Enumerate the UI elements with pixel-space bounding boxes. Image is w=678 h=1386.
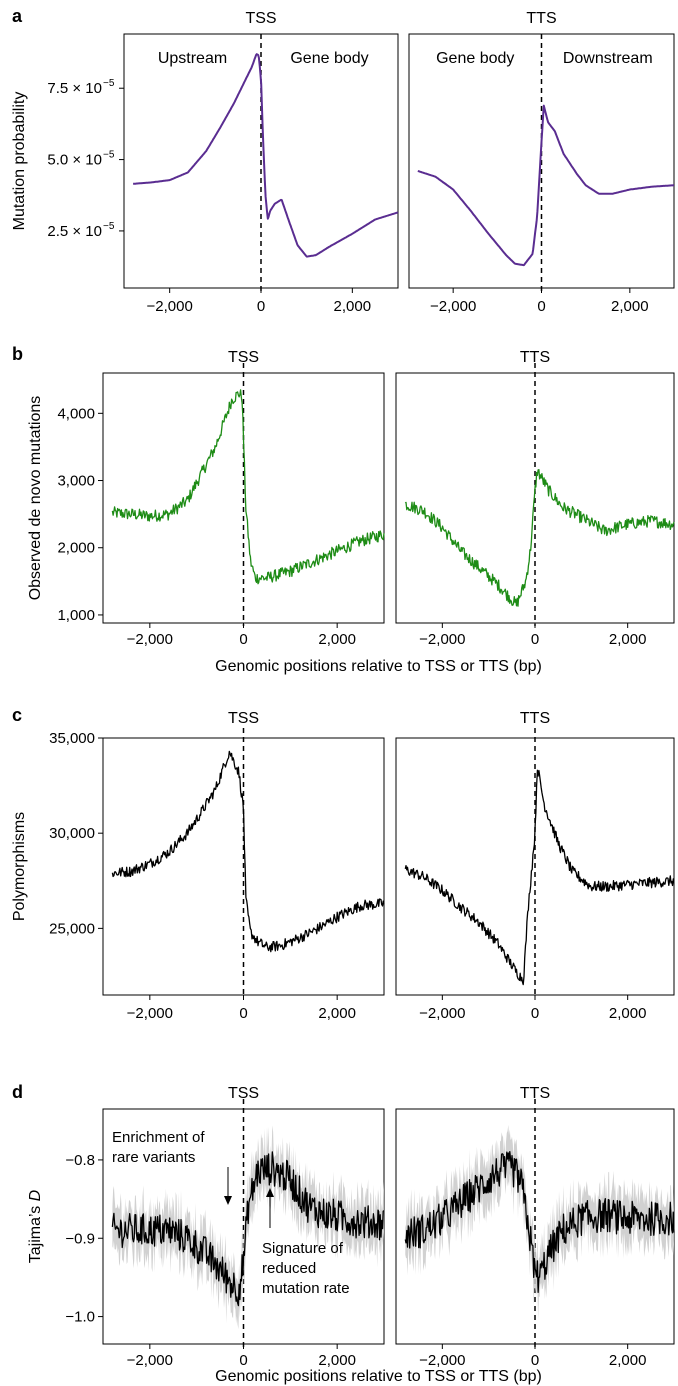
confidence-band [405,1125,674,1320]
y-tick-exponent: −5 [103,150,115,161]
y-tick-exponent: −5 [103,221,115,232]
subplot-tss: TSS −2,000 0 2,000 1,000 2,000 3,000 4,000 [57,349,385,648]
y-tick-label: 1,000 [57,607,95,624]
subplot-title: TSS [245,10,276,27]
panel-d: d TSS −2,000 0 2,000 −1.0 −0.9 −0.8 TTS −2,000 0 2,… [12,1082,675,1385]
region-label: Downstream [563,50,653,67]
x-axis-label: Genomic positions relative to TSS or TTS… [215,1368,542,1385]
y-tick-label: 25,000 [49,920,95,937]
series-line [132,53,399,258]
x-tick-label: −2,000 [419,1352,465,1369]
subplot-tss: TSS Upstream Gene body −2,000 0 2,000 2.5 × 10… [47,10,399,315]
subplot-tts: TTS Gene body Downstream −2,000 0 2,000 [408,10,675,315]
annotation-arrowhead [266,1188,274,1197]
subplot-tts: TTS −2,000 0 2,000 [395,710,675,1022]
y-tick-label: −0.8 [65,1152,95,1169]
annotation-line: rare variants [112,1149,195,1166]
region-label: Upstream [158,50,227,67]
region-label: Gene body [436,50,514,67]
x-tick-label: −2,000 [419,1005,465,1022]
panel-a: a TSS Upstream Gene body −2,000 0 2,000 2.5 × 1… [11,6,675,315]
y-axis-label-text: Tajima’s [27,1201,44,1263]
y-tick-label: 2,000 [57,540,95,557]
y-tick-label: 35,000 [49,730,95,747]
x-tick-label: 0 [239,1352,247,1369]
series-line [111,389,385,585]
panel-c: c TSS −2,000 0 2,000 25,000 30,000 35,000 TTS −2,… [11,705,675,1022]
annotation-line: Signature of [262,1240,344,1257]
x-tick-label: 2,000 [609,1352,647,1369]
x-tick-label: 0 [531,1005,539,1022]
x-tick-label: 2,000 [334,298,372,315]
subplot-tss: TSS −2,000 0 2,000 25,000 30,000 35,000 [49,710,385,1022]
subplot-title: TTS [520,349,550,366]
y-axis-label: Mutation probability [11,92,28,231]
x-tick-label: 2,000 [611,298,649,315]
y-axis-label: Polymorphisms [11,812,28,921]
annotation-line: Enrichment of [112,1129,205,1146]
annotation-line: reduced [262,1260,316,1277]
subplot-title: TTS [526,10,556,27]
x-tick-label: −2,000 [127,1352,173,1369]
x-tick-label: 2,000 [318,1005,356,1022]
x-tick-label: 0 [537,298,545,315]
subplot-tts: TTS −2,000 0 2,000 [395,349,675,648]
x-tick-label: −2,000 [430,298,476,315]
x-tick-label: 2,000 [609,631,647,648]
y-tick-label: −0.9 [65,1230,95,1247]
y-tick-label: 2.5 × 10 [47,223,102,240]
subplot-title: TSS [228,1085,259,1102]
x-tick-label: −2,000 [127,1005,173,1022]
series-line [111,750,385,953]
panel-letter: a [12,6,23,26]
x-tick-label: −2,000 [127,631,173,648]
y-tick-label: 5.0 × 10 [47,152,102,169]
y-tick-label: 7.5 × 10 [47,80,102,97]
subplot-tts: TTS −2,000 0 2,000 [395,1085,675,1369]
subplot-title: TSS [228,710,259,727]
y-tick-label: −1.0 [65,1309,95,1326]
series-line [404,1150,675,1293]
series-line [404,769,675,986]
y-axis-label: Observed de novo mutations [27,396,44,601]
x-tick-label: 2,000 [609,1005,647,1022]
series-line [111,1151,385,1307]
y-tick-label: 30,000 [49,825,95,842]
panel-letter: c [12,705,22,725]
annotation-line: mutation rate [262,1280,350,1297]
x-axis-label: Genomic positions relative to TSS or TTS… [215,658,542,675]
x-tick-label: 0 [531,631,539,648]
annotation-rare-variants: Enrichment of rare variants [112,1129,205,1166]
x-tick-label: 2,000 [318,1352,356,1369]
subplot-title: TTS [520,710,550,727]
x-tick-label: 0 [239,631,247,648]
series-line [417,104,675,267]
series-line [404,469,675,607]
region-label: Gene body [290,50,368,67]
panel-b: b TSS −2,000 0 2,000 1,000 2,000 3,000 4,000 TTS −… [12,344,675,675]
x-tick-label: −2,000 [147,298,193,315]
panel-letter: d [12,1082,23,1102]
confidence-band [112,1125,385,1330]
annotation-reduced-mutation: Signature of reduced mutation rate [262,1240,350,1297]
subplot-tss: TSS −2,000 0 2,000 −1.0 −0.9 −0.8 [65,1085,385,1369]
y-tick-label: 4,000 [57,405,95,422]
y-axis-label-italic: D [27,1189,44,1201]
x-tick-label: 0 [531,1352,539,1369]
x-tick-label: −2,000 [419,631,465,648]
x-tick-label: 0 [239,1005,247,1022]
subplot-title: TTS [520,1085,550,1102]
y-tick-label: 3,000 [57,473,95,490]
y-tick-exponent: −5 [103,78,115,89]
panel-letter: b [12,344,23,364]
subplot-title: TSS [228,349,259,366]
y-axis-label: Tajima’s D [27,1189,44,1263]
x-tick-label: 2,000 [318,631,356,648]
x-tick-label: 0 [257,298,265,315]
annotation-arrowhead [224,1196,232,1205]
